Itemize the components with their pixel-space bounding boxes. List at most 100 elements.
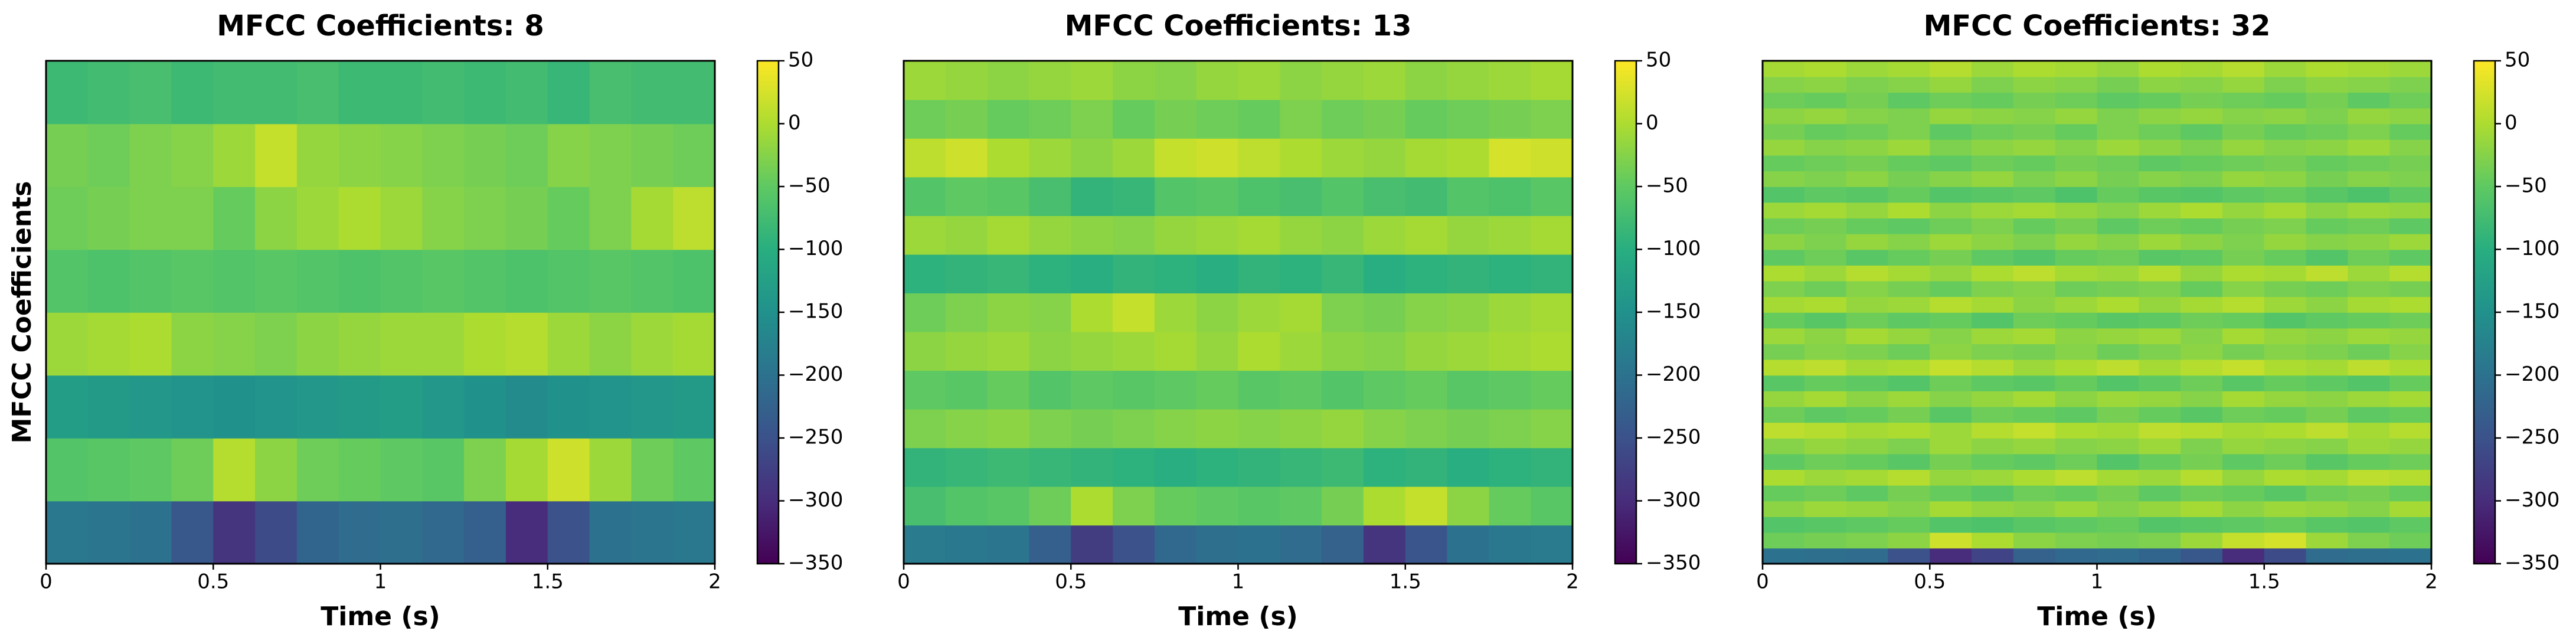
heatmap-cell [2097, 187, 2140, 203]
heatmap-cell [2222, 391, 2265, 407]
heatmap-cell [171, 501, 214, 564]
heatmap-cell [422, 375, 465, 439]
heatmap-cell [2264, 296, 2307, 313]
heatmap-cell [2181, 469, 2223, 486]
heatmap-cell [1846, 501, 1889, 517]
heatmap-cell [631, 501, 674, 564]
colorbar-tick-label: −300 [788, 488, 843, 512]
heatmap-cell [1196, 99, 1239, 139]
heatmap-cell [2306, 139, 2349, 156]
heatmap-cell [2306, 249, 2349, 266]
heatmap-cell [1930, 501, 1972, 517]
heatmap-cell [2348, 548, 2390, 564]
heatmap-cell [1322, 293, 1364, 332]
heatmap-cell [2389, 280, 2432, 298]
heatmap-cell [1763, 516, 1805, 533]
heatmap-cell [987, 215, 1030, 255]
heatmap-cell [2055, 187, 2098, 203]
heatmap-cell [2139, 485, 2181, 502]
heatmap-cell [1113, 138, 1155, 178]
heatmap-cell [547, 187, 590, 250]
heatmap-cell [2222, 438, 2265, 455]
heatmap-cell [1154, 138, 1197, 178]
heatmap-cell [1363, 370, 1406, 410]
heatmap-cell [1763, 218, 1805, 234]
heatmap-cell [1804, 218, 1847, 234]
heatmap-cell [1071, 525, 1113, 564]
heatmap-cell [2389, 344, 2432, 360]
heatmap-cell [1447, 61, 1490, 100]
heatmap-cell [1763, 280, 1805, 298]
heatmap-cell [1846, 92, 1889, 109]
heatmap-cell [1972, 406, 2014, 423]
heatmap-cell [2389, 453, 2432, 470]
colorbar-tick-label: −350 [1646, 551, 1701, 575]
heatmap-cell [1930, 391, 1972, 407]
heatmap-cell [2389, 359, 2432, 376]
heatmap-cell [2348, 296, 2390, 313]
heatmap-cell [1280, 486, 1322, 526]
heatmap-cell [1888, 123, 1931, 140]
heatmap-cell [2389, 296, 2432, 313]
heatmap-cell [1029, 176, 1072, 216]
heatmap-cell [2013, 187, 2056, 203]
heatmap-cell [2013, 548, 2056, 564]
heatmap-cell [1972, 485, 2014, 502]
colorbar-tick-label: −100 [788, 237, 843, 260]
heatmap-cell [1405, 408, 1448, 449]
heatmap-cell [1531, 61, 1573, 100]
colorbar-tick-label: −250 [1646, 426, 1701, 449]
heatmap-cell [1363, 61, 1406, 100]
heatmap-cell [2389, 312, 2432, 329]
heatmap-cell [213, 187, 256, 250]
heatmap-cell [1930, 344, 1972, 360]
heatmap-cell [2013, 312, 2056, 329]
heatmap-cell [987, 176, 1030, 216]
heatmap-cell [1972, 107, 2014, 125]
heatmap-cell [2013, 406, 2056, 423]
heatmap-cell [1846, 171, 1889, 187]
heatmap-cell [1196, 61, 1239, 100]
heatmap-cell [1405, 447, 1448, 487]
heatmap-cell [2306, 61, 2349, 77]
heatmap-cell [1531, 254, 1573, 294]
chart-title: MFCC Coefficients: 8 [217, 9, 544, 43]
heatmap-cell [1322, 254, 1364, 294]
heatmap-cell [2306, 233, 2349, 250]
heatmap-cell [673, 375, 715, 439]
heatmap-cell [1447, 370, 1490, 410]
heatmap-cell [338, 375, 381, 439]
chart-title: MFCC Coefficients: 13 [1065, 9, 1412, 43]
heatmap-cell [1930, 328, 1972, 345]
heatmap-cell [2264, 249, 2307, 266]
heatmap-cell [1804, 501, 1847, 517]
heatmap-cell [1930, 249, 1972, 266]
heatmap-cell [904, 408, 946, 449]
heatmap-cell [1322, 331, 1364, 371]
heatmap-cell [904, 370, 946, 410]
heatmap-cell [2348, 485, 2390, 502]
heatmap-cell [2306, 92, 2349, 109]
heatmap-cell [380, 438, 423, 502]
heatmap-cell [589, 187, 632, 250]
heatmap-cell [1489, 486, 1531, 526]
heatmap-cell [1930, 532, 1972, 549]
heatmap-cell [2306, 107, 2349, 125]
heatmap-cell [2222, 61, 2265, 77]
colorbar [756, 60, 780, 565]
heatmap-cell [1972, 516, 2014, 533]
heatmap-cell [631, 249, 674, 313]
heatmap-cell [380, 312, 423, 376]
heatmap-cell [1071, 61, 1113, 100]
heatmap-cell [904, 99, 946, 139]
heatmap-cell [2055, 375, 2098, 391]
heatmap-cell [2013, 296, 2056, 313]
heatmap-cell [1930, 422, 1972, 439]
heatmap-cell [2348, 218, 2390, 234]
heatmap-cell [1804, 469, 1847, 486]
heatmap-cell [1846, 187, 1889, 203]
x-tick-label: 1.5 [1390, 570, 1421, 594]
heatmap-cell [547, 501, 590, 564]
heatmap-cell [1888, 548, 1931, 564]
heatmap-cell [987, 293, 1030, 332]
